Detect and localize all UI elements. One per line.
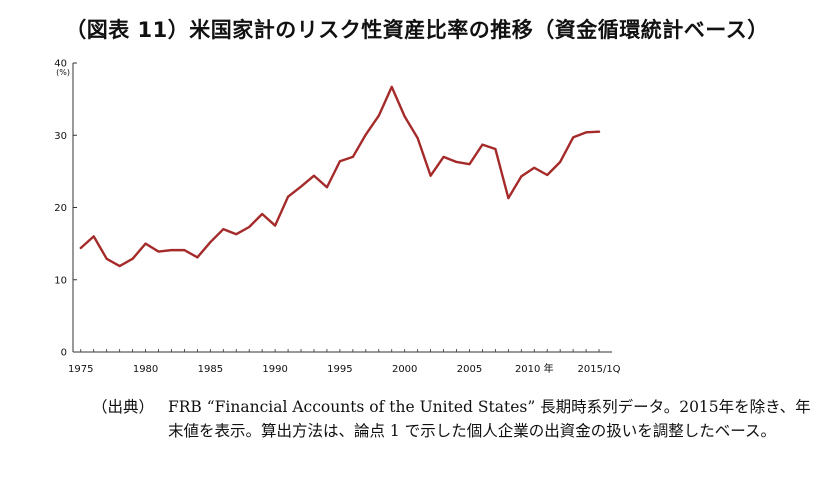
data-point	[520, 175, 523, 178]
x-tick-label: 2010 年	[515, 362, 554, 375]
data-point	[196, 256, 199, 259]
data-point	[442, 156, 445, 158]
data-point	[455, 161, 458, 163]
data-point	[235, 233, 238, 236]
chart-axes	[72, 63, 612, 353]
data-point	[144, 242, 147, 245]
source-note: （出典） FRB “Financial Accounts of the Unit…	[92, 395, 812, 443]
source-text: FRB “Financial Accounts of the United St…	[168, 398, 811, 440]
chart-title: （図表 11）米国家計のリスク性資産比率の推移（資金循環統計ベース）	[65, 18, 769, 42]
data-point	[131, 257, 134, 260]
data-point	[209, 241, 212, 244]
data-point	[118, 265, 121, 267]
y-axis-unit: (%)	[56, 68, 70, 77]
x-tick-label: 2015/1Q	[578, 364, 621, 375]
data-point	[585, 131, 587, 134]
x-tick-label: 2005	[457, 364, 482, 375]
data-point	[92, 235, 95, 238]
data-point	[377, 114, 380, 117]
data-point	[274, 224, 277, 227]
data-point	[546, 174, 549, 176]
data-point	[313, 174, 315, 177]
data-point	[157, 250, 160, 253]
data-point	[351, 156, 354, 158]
x-tick-label: 1985	[198, 364, 223, 375]
data-point	[105, 257, 108, 260]
data-point	[183, 249, 186, 252]
x-tick-label: 1995	[327, 364, 352, 375]
data-point	[364, 133, 367, 136]
data-point	[494, 148, 497, 150]
data-point	[300, 185, 302, 188]
source-label: （出典）	[92, 398, 155, 416]
y-axis-ticks: 0 10 20 30 40(%)	[54, 59, 77, 359]
data-point	[248, 226, 251, 228]
data-point	[416, 137, 419, 140]
y-tick-label: 10	[54, 275, 67, 286]
data-point	[222, 228, 225, 231]
data-point	[572, 136, 575, 139]
x-tick-label: 1990	[262, 364, 287, 375]
line-chart: 0 10 20 30 40(%) 1975 1980 1985 1990 1995 2000 200…	[54, 59, 621, 376]
data-point	[287, 195, 289, 198]
data-point	[468, 163, 471, 166]
data-point	[559, 161, 562, 163]
data-point	[429, 174, 432, 177]
data-point	[533, 166, 536, 169]
x-tick-label: 2000	[392, 364, 417, 375]
y-tick-label: 0	[61, 348, 67, 359]
y-tick-label: 30	[54, 131, 67, 142]
data-point	[339, 160, 341, 163]
data-point	[390, 85, 393, 88]
chart-series	[79, 85, 601, 268]
data-point	[481, 143, 484, 146]
data-point	[261, 213, 264, 215]
data-point	[170, 249, 173, 252]
x-tick-label: 1975	[68, 364, 93, 375]
y-tick-label: 40	[54, 59, 67, 70]
y-tick-label: 20	[54, 203, 67, 214]
data-point	[598, 130, 600, 133]
x-axis-ticks: 1975 1980 1985 1990 1995 2000 2005 2010 年 2015/1…	[68, 349, 621, 375]
data-point	[507, 197, 510, 200]
data-point	[79, 247, 82, 249]
data-point	[326, 186, 328, 189]
x-tick-label: 1980	[133, 364, 158, 375]
data-point	[403, 115, 406, 118]
